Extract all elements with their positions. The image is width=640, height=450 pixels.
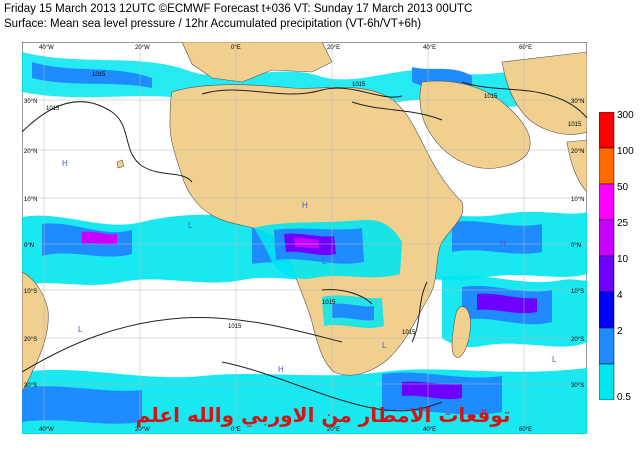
lon-label-bottom: 60°E: [519, 427, 532, 433]
colorbar-label: 4: [617, 290, 623, 301]
lat-label-right: 30°S: [571, 383, 584, 389]
colorbar-swatch-2: [599, 327, 615, 365]
colorbar-label: 2: [617, 326, 623, 337]
low-pressure-marker: L: [188, 221, 193, 230]
high-pressure-marker: H: [302, 201, 308, 210]
isobar-label: 1015: [402, 330, 416, 336]
colorbar-swatch-300: [599, 112, 615, 149]
lon-label-top: 20°W: [135, 45, 150, 51]
land-india: [566, 139, 587, 193]
colorbar-label: 50: [617, 182, 629, 193]
precipitation-colorbar: [599, 112, 615, 400]
colorbar-swatch-4: [599, 291, 615, 329]
land-south-america: [22, 271, 49, 393]
graticule: [22, 42, 587, 434]
lat-label-right: 20°S: [571, 337, 584, 343]
low-pressure-marker: L: [552, 355, 557, 364]
high-pressure-marker: H: [278, 365, 284, 374]
lat-label-right: 10°S: [571, 289, 584, 295]
colorbar-swatch-0.5: [599, 363, 615, 400]
low-pressure-marker: L: [322, 257, 327, 266]
lat-label-left: 0°N: [24, 243, 34, 249]
isobar-label: 1015: [484, 94, 498, 100]
header-line-1: Friday 15 March 2013 12UTC ©ECMWF Foreca…: [4, 3, 473, 15]
isobars: [22, 81, 587, 412]
colorbar-label: 0.5: [617, 392, 631, 403]
lat-label-right: 0°N: [571, 243, 581, 249]
lon-label-bottom: 20°E: [327, 427, 340, 433]
arabic-overlay-caption: توقعات الامطار من الاوربي والله اعلم: [135, 403, 511, 427]
lat-label-right: 30°N: [571, 99, 584, 105]
isobar-label: 1015: [568, 122, 582, 128]
lat-label-left: 20°N: [24, 149, 37, 155]
lon-label-bottom: 20°W: [135, 427, 150, 433]
forecast-map: 1015 1015 1015 1015 1015 1015 1015 1015 …: [22, 42, 587, 434]
lat-label-left: 10°S: [24, 289, 37, 295]
lon-label-bottom: 40°E: [423, 427, 436, 433]
high-pressure-marker: H: [500, 239, 506, 248]
colorbar-swatch-100: [599, 147, 615, 185]
isobar-label: 1015: [46, 106, 60, 112]
isobar-label: 1015: [92, 72, 106, 78]
colorbar-label: 10: [617, 254, 629, 265]
land-europe: [181, 42, 333, 83]
land-madagascar: [451, 306, 471, 358]
low-pressure-marker: L: [382, 341, 387, 350]
chart-header: Friday 15 March 2013 12UTC ©ECMWF Foreca…: [4, 2, 624, 32]
lon-label-top: 60°E: [519, 45, 532, 51]
pressure-markers: H L H L L H L H L: [62, 159, 557, 374]
lat-label-left: 10°N: [24, 197, 37, 203]
header-line-2: Surface: Mean sea level pressure / 12hr …: [4, 18, 422, 30]
isobar-label: 1015: [352, 82, 366, 88]
lat-label-right: 10°N: [571, 197, 584, 203]
lon-label-bottom: 0°E: [231, 427, 241, 433]
lat-label-left: 30°N: [24, 99, 37, 105]
lon-label-top: 20°E: [327, 45, 340, 51]
isobar-label: 1015: [228, 324, 242, 330]
lon-label-top: 40°E: [423, 45, 436, 51]
lat-label-left: 20°S: [24, 337, 37, 343]
colorbar-swatch-10: [599, 255, 615, 293]
colorbar-label: 25: [617, 218, 629, 229]
lon-label-top: 40°W: [39, 45, 54, 51]
colorbar-swatch-25: [599, 219, 615, 257]
lat-label-right: 20°N: [571, 149, 584, 155]
high-pressure-marker: H: [62, 159, 68, 168]
lon-label-bottom: 40°W: [39, 427, 54, 433]
colorbar-label: 300: [617, 110, 634, 121]
lon-label-top: 0°E: [231, 45, 241, 51]
precipitation-over-land: [254, 219, 402, 328]
lat-label-left: 30°S: [24, 383, 37, 389]
isobar-label: 1015: [322, 300, 336, 306]
land-island: [116, 159, 125, 169]
land-iran: [501, 51, 587, 135]
colorbar-label: 100: [617, 146, 634, 157]
land-arabia: [419, 80, 531, 169]
low-pressure-marker: L: [78, 325, 83, 334]
colorbar-swatch-50: [599, 183, 615, 221]
